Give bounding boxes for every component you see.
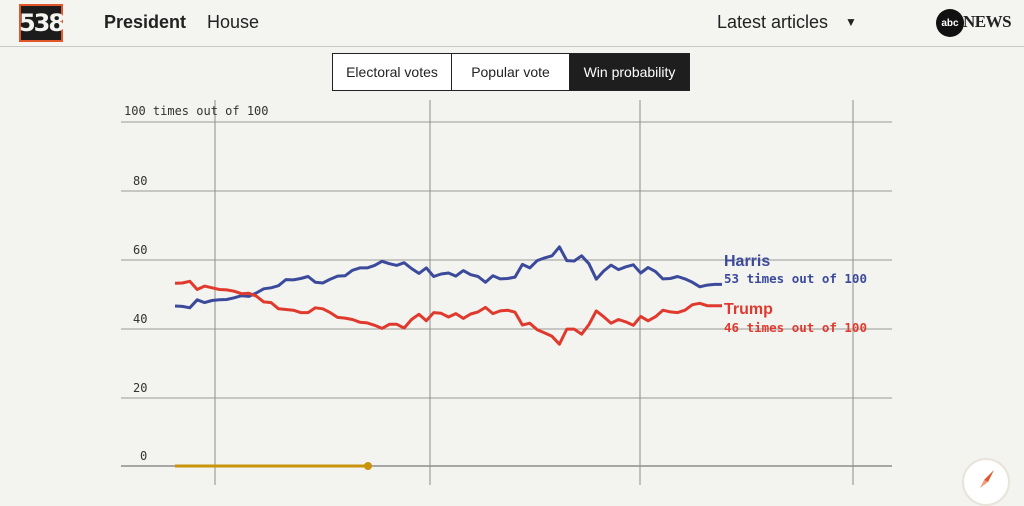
y-tick-label: 0 bbox=[140, 449, 147, 463]
chevron-down-icon[interactable]: ▼ bbox=[845, 15, 857, 29]
nav-house-link[interactable]: House bbox=[207, 12, 260, 32]
harris-series-name: Harris bbox=[724, 253, 770, 270]
compass-icon[interactable] bbox=[962, 458, 1010, 506]
baseline-end-point bbox=[364, 462, 372, 470]
chart-mode-tabs: Electoral votes Popular vote Win probabi… bbox=[332, 53, 690, 91]
abc-news-logo-icon[interactable]: abc bbox=[936, 9, 964, 37]
538-logo-icon[interactable]: 538 bbox=[18, 4, 65, 42]
harris-series-line bbox=[174, 245, 722, 310]
win-probability-chart: 100 times out of 100 80 60 40 20 0 Harri… bbox=[121, 100, 892, 485]
trump-series-line bbox=[174, 279, 722, 346]
harris-series-value: 53 times out of 100 bbox=[724, 271, 867, 286]
y-axis-top-label: 100 times out of 100 bbox=[124, 104, 269, 118]
abc-badge-text: abc bbox=[941, 17, 959, 29]
series-lines bbox=[174, 245, 722, 346]
y-tick-label: 60 bbox=[133, 243, 147, 257]
trump-series-value: 46 times out of 100 bbox=[724, 320, 867, 335]
y-tick-label: 80 bbox=[133, 174, 147, 188]
logo-text: 538 bbox=[18, 9, 65, 37]
tab-electoral-votes[interactable]: Electoral votes bbox=[333, 54, 452, 90]
tab-popular-vote[interactable]: Popular vote bbox=[452, 54, 570, 90]
y-tick-label: 20 bbox=[133, 381, 147, 395]
nav-president-link[interactable]: President bbox=[104, 12, 187, 32]
tab-win-probability[interactable]: Win probability bbox=[570, 54, 689, 90]
top-navigation: 538 President House Latest articles ▼ ab… bbox=[0, 0, 1024, 47]
trump-series-name: Trump bbox=[724, 301, 773, 318]
abc-news-wordmark[interactable]: NEWS bbox=[963, 12, 1012, 31]
y-tick-label: 40 bbox=[133, 312, 147, 326]
compass-needle bbox=[980, 470, 994, 488]
latest-articles-dropdown[interactable]: Latest articles bbox=[717, 12, 829, 32]
